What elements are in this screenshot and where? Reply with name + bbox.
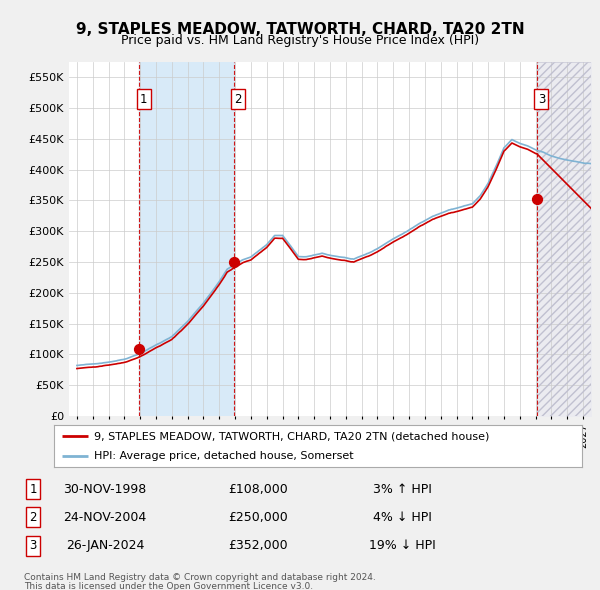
Text: 3: 3 bbox=[29, 539, 37, 552]
Text: This data is licensed under the Open Government Licence v3.0.: This data is licensed under the Open Gov… bbox=[24, 582, 313, 590]
Text: 3: 3 bbox=[538, 93, 545, 106]
Text: 19% ↓ HPI: 19% ↓ HPI bbox=[368, 539, 436, 552]
Text: £352,000: £352,000 bbox=[228, 539, 288, 552]
Text: 2: 2 bbox=[29, 511, 37, 524]
Text: HPI: Average price, detached house, Somerset: HPI: Average price, detached house, Some… bbox=[94, 451, 353, 461]
Text: 26-JAN-2024: 26-JAN-2024 bbox=[66, 539, 144, 552]
Text: Contains HM Land Registry data © Crown copyright and database right 2024.: Contains HM Land Registry data © Crown c… bbox=[24, 573, 376, 582]
Point bbox=[532, 195, 542, 204]
Point bbox=[134, 345, 144, 354]
Text: 4% ↓ HPI: 4% ↓ HPI bbox=[373, 511, 431, 524]
Text: 30-NOV-1998: 30-NOV-1998 bbox=[64, 483, 146, 496]
Point bbox=[229, 257, 238, 267]
Text: 24-NOV-2004: 24-NOV-2004 bbox=[64, 511, 146, 524]
Text: 2: 2 bbox=[235, 93, 242, 106]
Text: 9, STAPLES MEADOW, TATWORTH, CHARD, TA20 2TN: 9, STAPLES MEADOW, TATWORTH, CHARD, TA20… bbox=[76, 22, 524, 37]
Text: £250,000: £250,000 bbox=[228, 511, 288, 524]
Text: 3% ↑ HPI: 3% ↑ HPI bbox=[373, 483, 431, 496]
Bar bbox=[139, 62, 233, 416]
Text: Price paid vs. HM Land Registry's House Price Index (HPI): Price paid vs. HM Land Registry's House … bbox=[121, 34, 479, 47]
Text: £108,000: £108,000 bbox=[228, 483, 288, 496]
Text: 9, STAPLES MEADOW, TATWORTH, CHARD, TA20 2TN (detached house): 9, STAPLES MEADOW, TATWORTH, CHARD, TA20… bbox=[94, 431, 489, 441]
Text: 1: 1 bbox=[140, 93, 148, 106]
Text: 1: 1 bbox=[29, 483, 37, 496]
